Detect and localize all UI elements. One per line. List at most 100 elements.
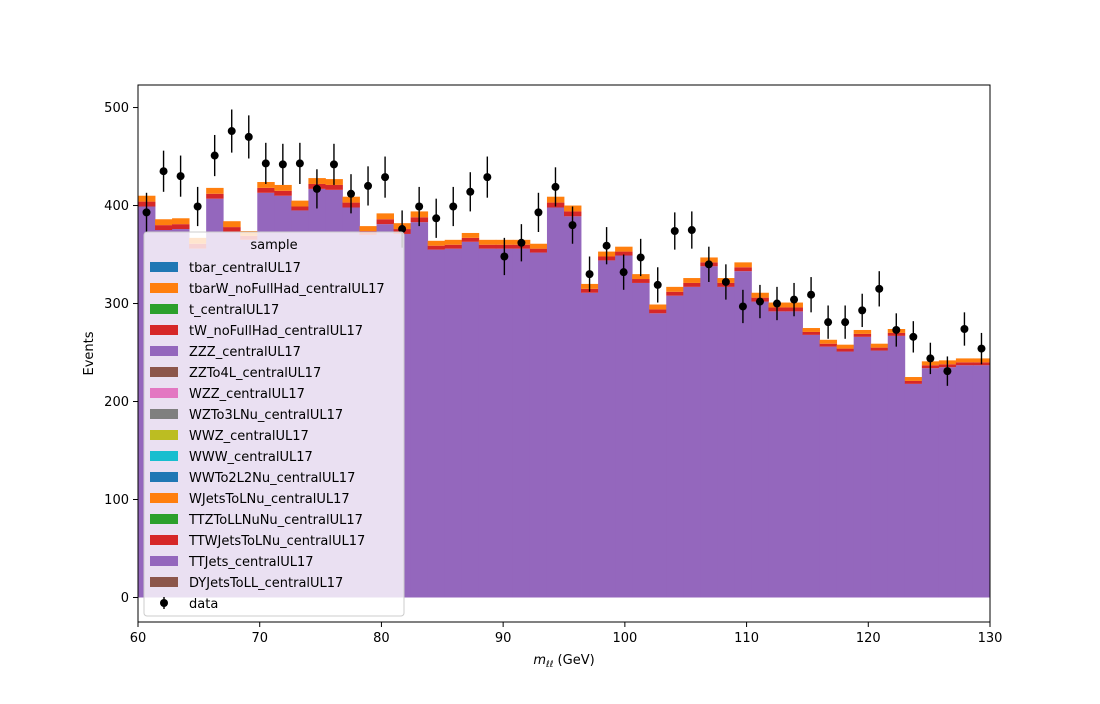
data-point <box>142 208 151 217</box>
histogram-bar <box>683 282 701 287</box>
data-point <box>619 268 628 277</box>
histogram-bar <box>904 380 923 384</box>
y-tick-label: 300 <box>104 297 129 312</box>
histogram-bar <box>546 207 565 598</box>
histogram-bar <box>478 239 497 245</box>
histogram-bar <box>172 224 190 230</box>
histogram-bar <box>632 282 650 598</box>
histogram-bar <box>529 252 548 598</box>
data-point <box>687 226 696 235</box>
histogram-bar <box>683 278 701 283</box>
histogram-bar <box>887 335 906 598</box>
histogram-bar <box>410 222 429 598</box>
histogram-bar <box>427 249 446 598</box>
legend-label: WZTo3LNu_centralUL17 <box>189 408 343 423</box>
histogram-bar <box>427 245 446 250</box>
data-point <box>585 270 594 279</box>
legend-marker <box>160 599 168 607</box>
x-axis-label-subscript: ℓℓ <box>545 660 553 670</box>
histogram-bar <box>461 241 480 598</box>
histogram-bar <box>529 243 548 249</box>
data-point <box>364 181 373 190</box>
histogram-bar <box>836 348 855 352</box>
legend-swatch <box>150 556 178 566</box>
x-tick-label: 130 <box>978 631 1003 646</box>
data-points-layer <box>142 109 986 386</box>
y-tick-label: 0 <box>121 591 129 606</box>
histogram-bar <box>478 244 497 249</box>
legend: sample tbar_centralUL17 tbarW_noFullHad_c… <box>143 231 405 617</box>
x-tick-label: 80 <box>373 631 390 646</box>
data-point <box>295 159 304 168</box>
data-point <box>568 221 577 230</box>
y-tick-label: 400 <box>104 199 129 214</box>
histogram-bar <box>955 365 974 598</box>
histogram-bar <box>700 266 718 598</box>
data-point <box>347 189 355 198</box>
histogram-bar <box>478 248 497 598</box>
histogram-bar <box>615 246 633 252</box>
histogram-bar <box>257 182 275 188</box>
y-tick-label: 500 <box>104 101 129 116</box>
histogram-bar <box>632 279 650 283</box>
histogram-bar <box>649 313 667 598</box>
histogram-bar <box>768 311 786 598</box>
histogram-bar <box>564 216 582 598</box>
data-point <box>790 295 799 304</box>
histogram-bar <box>666 295 684 598</box>
legend-swatch <box>150 262 178 272</box>
data-point <box>909 332 918 341</box>
axes-layer: 60 70 80 90 100 110 120 130 0 100 200 300 400 500 <box>104 101 1002 646</box>
histogram-bar <box>819 343 838 347</box>
histogram-bar <box>802 328 820 332</box>
y-axis-label: Events <box>82 331 97 375</box>
x-axis-label-unit: (GeV) <box>553 653 594 668</box>
legend-label: data <box>189 597 218 612</box>
histogram-bar <box>683 286 701 598</box>
data-point <box>807 290 816 299</box>
data-point <box>704 260 713 269</box>
histogram-bar <box>819 339 838 344</box>
histogram-bar <box>461 237 480 242</box>
histogram-bar <box>359 226 377 232</box>
histogram-bar <box>802 334 820 598</box>
legend-swatch <box>150 535 178 545</box>
data-point <box>534 208 543 217</box>
data-point <box>977 344 986 353</box>
legend-swatch <box>150 325 178 335</box>
histogram-bar <box>853 329 872 334</box>
legend-swatch <box>150 430 178 440</box>
data-point <box>517 238 526 247</box>
data-point <box>176 172 185 181</box>
data-point <box>278 160 287 169</box>
legend-swatch <box>150 577 178 587</box>
histogram-bar <box>291 206 309 211</box>
histogram-bar <box>172 218 190 225</box>
legend-box <box>143 231 405 617</box>
histogram-bar <box>819 346 838 598</box>
histogram-bar <box>836 351 855 598</box>
legend-swatch <box>150 283 178 293</box>
histogram-bar <box>155 219 173 226</box>
plot-frame <box>137 84 991 623</box>
histogram-bar <box>870 350 889 598</box>
data-point <box>227 127 236 136</box>
data-point <box>738 302 747 311</box>
legend-swatch <box>150 388 178 398</box>
data-point <box>943 367 952 376</box>
histogram-bar <box>649 309 667 314</box>
y-tick-label: 200 <box>104 395 129 410</box>
data-point <box>193 202 202 211</box>
histogram-bar <box>853 336 872 598</box>
data-point <box>159 167 168 176</box>
legend-title: sample <box>250 238 297 253</box>
legend-swatch <box>150 472 178 482</box>
data-point <box>926 354 935 363</box>
data-point <box>551 182 560 191</box>
histogram-bar <box>444 248 463 598</box>
data-point <box>636 253 645 262</box>
histogram-bar <box>155 225 173 231</box>
histogram-bar <box>444 244 463 249</box>
legend-swatch <box>150 451 178 461</box>
